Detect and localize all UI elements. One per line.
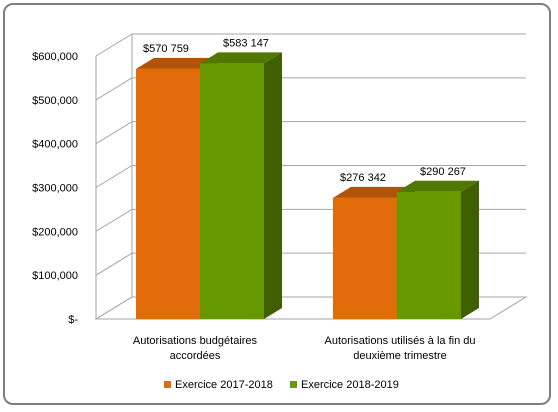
bar-front [333, 197, 397, 319]
bar-top [136, 57, 218, 69]
bars [136, 52, 479, 319]
x-tick-label: Autorisations budgétaires [133, 335, 258, 347]
legend-swatch [290, 381, 297, 388]
bar-front [200, 63, 264, 319]
legend-label: Exercice 2018-2019 [301, 379, 399, 391]
bar-side [264, 52, 282, 319]
data-label: $570 759 [143, 43, 189, 55]
y-tick-label: $100,000 [32, 270, 78, 282]
y-tick-label: $500,000 [32, 95, 78, 107]
gridline [95, 77, 526, 101]
data-label: $290 267 [420, 166, 466, 178]
y-tick-label: $400,000 [32, 139, 78, 151]
bar-top [200, 52, 282, 64]
legend-swatch [164, 381, 171, 388]
bar-top [397, 180, 479, 192]
gridline [95, 121, 526, 145]
y-tick-label: $- [68, 314, 78, 326]
data-labels: $570 759 $583 147 $276 342 $290 267 [143, 37, 466, 183]
gridline [95, 165, 526, 188]
legend-label: Exercice 2017-2018 [175, 379, 273, 391]
y-axis-tick-labels: $- $100,000 $200,000 $300,000 $400,000 $500,0… [32, 51, 78, 326]
y-tick-label: $200,000 [32, 226, 78, 238]
data-label: $276 342 [340, 172, 386, 184]
x-tick-label: deuxième trimestre [353, 350, 447, 362]
bar-front [136, 68, 200, 319]
x-tick-label: accordées [170, 350, 221, 362]
gridline [95, 33, 526, 57]
bar-front [397, 191, 461, 319]
x-axis-category-labels: Autorisations budgétaires accordées Autori… [133, 335, 476, 362]
bar-side [461, 180, 479, 319]
bar-top [333, 186, 415, 198]
bar [200, 52, 282, 319]
data-label: $583 147 [223, 37, 269, 49]
legend: Exercice 2017-2018 Exercice 2018-2019 [164, 379, 399, 391]
x-tick-label: Autorisations utilisés à la fin du [324, 335, 475, 347]
y-tick-label: $600,000 [32, 51, 78, 63]
y-tick-label: $300,000 [32, 183, 78, 195]
bar [397, 180, 479, 319]
